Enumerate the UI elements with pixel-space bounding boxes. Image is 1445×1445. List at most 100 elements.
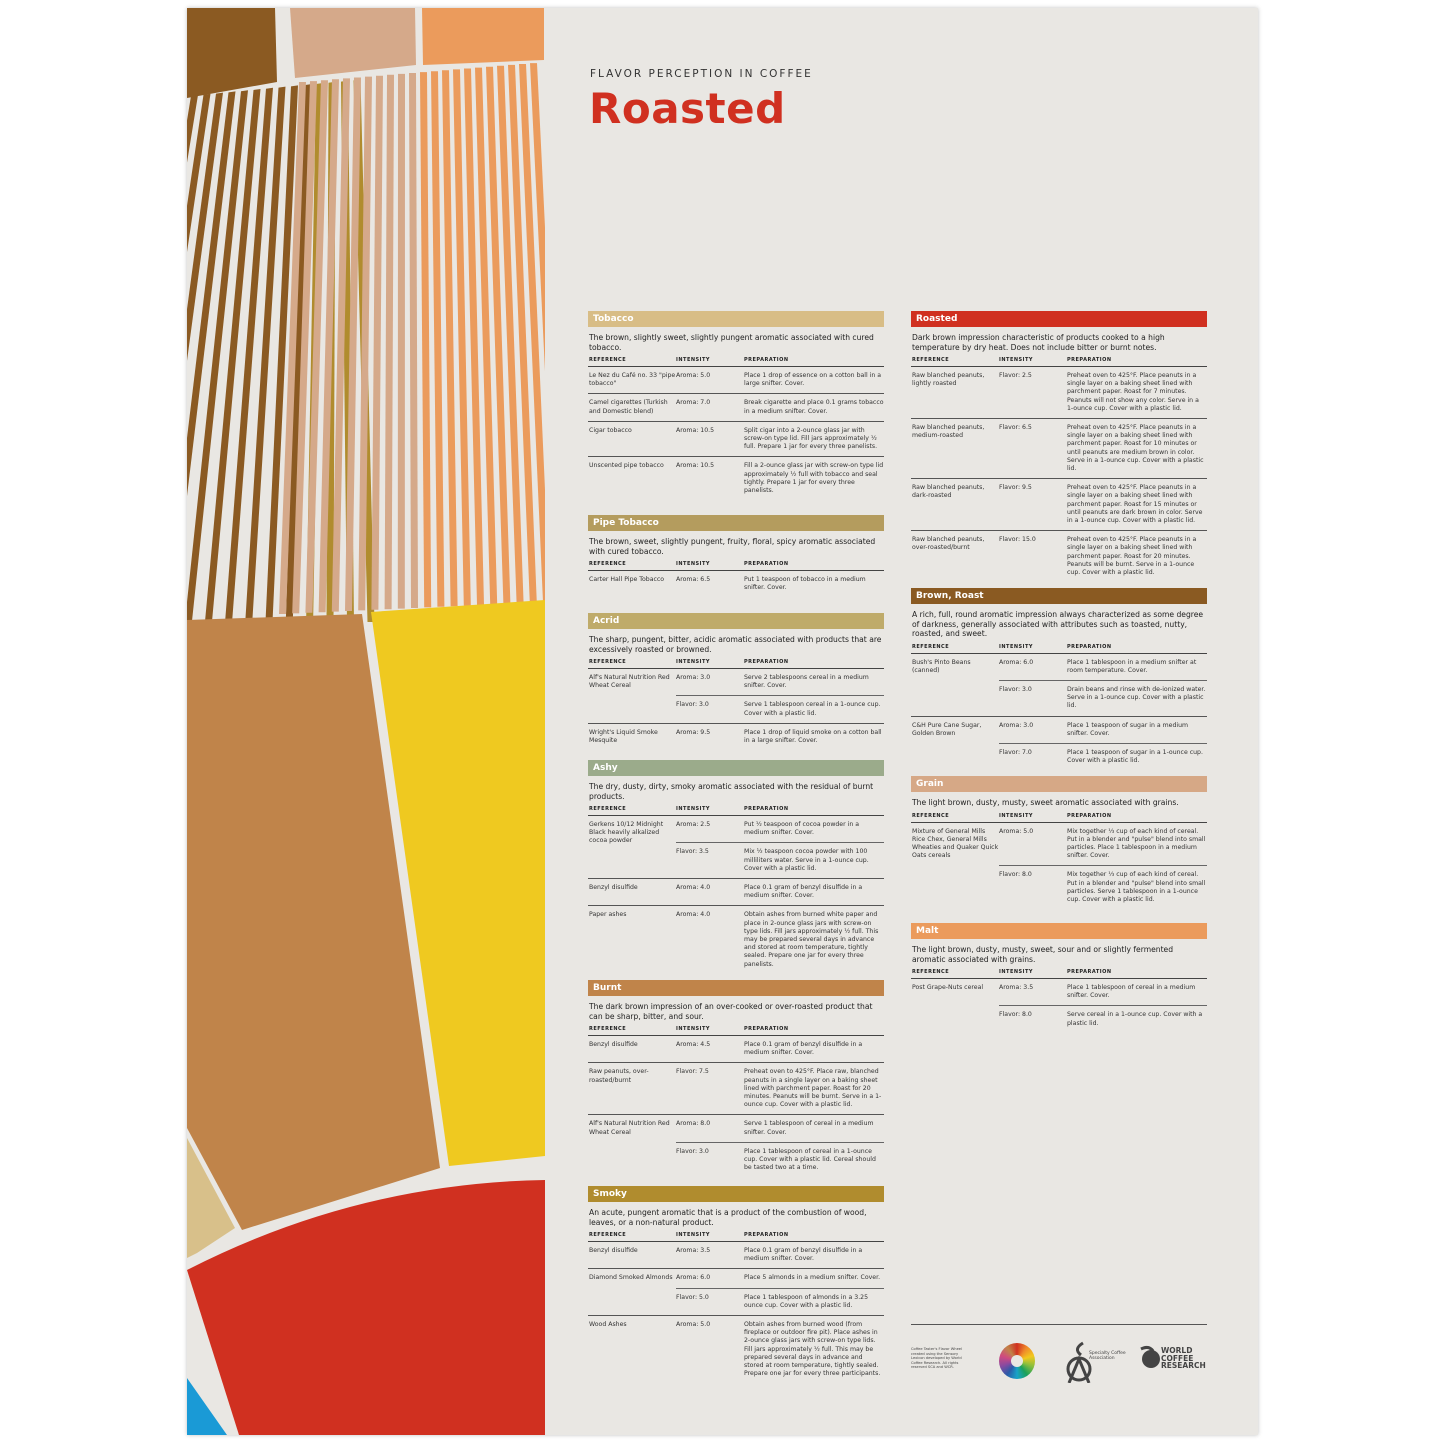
preparation-cell: Place 1 tablespoon of cereal in a 1-ounc… [744,1147,876,1172]
col-preparation: PREPARATION [744,659,789,665]
section-header: Pipe Tobacco [588,515,884,531]
table-row: Benzyl disulfide Aroma: 3.5 Place 0.1 gr… [588,1242,884,1270]
table-row: Bush's Pinto Beans (canned) Aroma: 6.0 P… [911,654,1207,717]
intensity-cell: Flavor: 15.0 [999,536,1036,544]
preparation-cell: Preheat oven to 425°F. Place peanuts in … [1067,484,1203,525]
preparation-cell: Preheat oven to 425°F. Place peanuts in … [1067,424,1204,473]
table-row: C&H Pure Cane Sugar, Golden Brown Aroma:… [911,717,1207,771]
table-row: Carter Hall Pipe Tobacco Aroma: 6.5 Put … [588,571,884,597]
section-ashy: Ashy The dry, dusty, dirty, smoky aromat… [588,760,884,974]
intensity-entry: Aroma: 3.5 Place 1 tablespoon of cereal … [999,979,1207,1005]
intensity-entry: Flavor: 7.0 Place 1 teaspoon of sugar in… [999,742,1207,770]
art-block-blue [187,1378,227,1435]
col-reference: REFERENCE [589,806,627,812]
intensity-entry: Aroma: 4.0 Obtain ashes from burned whit… [676,906,884,973]
intensity-cell: Aroma: 5.0 [676,1321,711,1329]
table-row: Alf's Natural Nutrition Red Wheat Cereal… [588,1115,884,1177]
wcr-logo-icon [1140,1345,1160,1368]
preparation-cell: Split cigar into a 2-ounce glass jar wit… [744,426,878,451]
art-stripe [187,92,223,361]
intensity-cell: Aroma: 4.0 [676,911,711,919]
section-description: An acute, pungent aromatic that is a pro… [589,1208,867,1227]
col-reference: REFERENCE [589,659,627,665]
intensity-entry: Flavor: 3.0 Serve 1 tablespoon cereal in… [676,695,884,722]
intensity-entry: Aroma: 6.0 Place 5 almonds in a medium s… [676,1269,884,1287]
preparation-cell: Obtain ashes from burned wood (from fire… [744,1321,881,1378]
table-row: Le Nez du Café no. 33 "pipe tobacco" Aro… [588,367,884,395]
art-block-dark-brown [187,8,277,98]
preparation-cell: Place 1 drop of essence on a cotton ball… [744,372,882,388]
preparation-cell: Serve 1 tablespoon of cereal in a medium… [744,1120,874,1136]
wcr-logo-text: WORLD COFFEE RESEARCH [1161,1347,1207,1370]
preparation-cell: Place 1 tablespoon of cereal in a medium… [1067,984,1196,1000]
table-row: Gerkens 10/12 Midnight Black heavily alk… [588,816,884,880]
intensity-cell: Flavor: 9.5 [999,484,1032,492]
reference-cell: Paper ashes [589,911,627,919]
intensity-cell: Aroma: 3.5 [999,984,1034,991]
intensity-cell: Aroma: 6.5 [676,576,711,583]
col-intensity: INTENSITY [999,969,1034,975]
preparation-cell: Mix together ⅓ cup of each kind of cerea… [1067,827,1206,860]
section-tobacco: Tobacco The brown, slightly sweet, sligh… [588,311,884,500]
section-pipe-tobacco: Pipe Tobacco The brown, sweet, slightly … [588,515,884,597]
intensity-entry: Aroma: 6.5 Put 1 teaspoon of tobacco in … [676,571,884,597]
preparation-cell: Place 1 drop of liquid smoke on a cotton… [744,728,882,745]
intensity-cell: Aroma: 3.0 [999,721,1034,729]
wcr-text: WORLD COFFEE RESEARCH [1161,1346,1206,1370]
intensity-cell: Aroma: 10.5 [676,426,715,434]
art-stripe [431,71,445,607]
art-stripe [331,78,350,612]
table-row: Benzyl disulfide Aroma: 4.0 Place 0.1 gr… [588,879,884,907]
preparation-cell: Place 0.1 gram of benzyl disulfide in a … [744,1247,863,1263]
reference-cell: Raw peanuts, over-roasted/burnt [589,1068,649,1084]
table-row: Raw blanched peanuts, over-roasted/burnt… [911,531,1207,582]
intensity-cell: Flavor: 7.0 [999,748,1032,756]
footer-note: Coffee Taster's Flavor Wheel created usi… [911,1347,962,1370]
art-stripe [464,68,484,605]
intensity-cell: Aroma: 2.5 [676,821,711,828]
intensity-cell: Flavor: 8.0 [999,1011,1032,1019]
reference-cell: Mixture of General Mills Rice Chex, Gene… [912,827,999,860]
intensity-entry: Aroma: 4.0 Place 0.1 gram of benzyl disu… [676,879,884,905]
intensity-entry: Flavor: 7.5 Preheat oven to 425°F. Place… [676,1063,884,1114]
preparation-cell: Preheat oven to 425°F. Place raw, blanch… [744,1068,882,1109]
intensity-entry: Aroma: 5.0 Place 1 drop of essence on a … [676,367,884,393]
reference-cell: Benzyl disulfide [589,1041,638,1048]
art-stripe [409,73,418,608]
intensity-entry: Aroma: 3.0 Serve 2 tablespoons cereal in… [676,669,884,695]
col-preparation: PREPARATION [1067,812,1112,819]
poster-eyebrow: FLAVOR PERCEPTION IN COFFEE [590,68,813,80]
col-intensity: INTENSITY [676,357,711,363]
intensity-entry: Aroma: 6.0 Place 1 tablespoon in a mediu… [999,654,1207,680]
reference-cell: Raw blanched peanuts, lightly roasted [912,372,985,388]
reference-cell: Alf's Natural Nutrition Red Wheat Cereal [589,674,670,690]
reference-cell: Benzyl disulfide [589,1247,638,1254]
reference-cell: Wright's Liquid Smoke Mesquite [589,728,658,745]
preparation-cell: Preheat oven to 425°F. Place peanuts in … [1067,536,1197,577]
art-stripe [265,85,298,632]
table-row: Diamond Smoked Almonds Aroma: 6.0 Place … [588,1269,884,1317]
section-header: Ashy [588,760,884,776]
section-roasted: Roasted Dark brown impression characteri… [911,311,1207,582]
intensity-cell: Aroma: 5.0 [676,372,711,379]
col-preparation: PREPARATION [1067,969,1112,975]
col-intensity: INTENSITY [676,1026,711,1032]
art-stripe [285,84,311,630]
art-stripe [187,91,236,497]
intensity-entry: Flavor: 2.5 Preheat oven to 425°F. Place… [999,367,1207,418]
reference-cell: Alf's Natural Nutrition Red Wheat Cereal [589,1120,670,1136]
intensity-cell: Aroma: 6.0 [676,1274,711,1282]
poster: FLAVOR PERCEPTION IN COFFEE Roasted Toba… [187,8,1258,1435]
table-row: Wright's Liquid Smoke Mesquite Aroma: 9.… [588,724,884,750]
section-description: The sharp, pungent, bitter, acidic aroma… [589,635,882,654]
art-block-yellow [371,600,545,1166]
reference-cell: Cigar tobacco [589,426,632,434]
table-row: Cigar tobacco Aroma: 10.5 Split cigar in… [588,422,884,458]
preparation-cell: Break cigarette and place 0.1 grams toba… [744,399,884,415]
intensity-entry: Flavor: 3.0 Drain beans and rinse with d… [999,679,1207,716]
intensity-cell: Flavor: 3.0 [676,701,709,709]
section-header: Malt [911,923,1207,939]
table-row: Post Grape-Nuts cereal Aroma: 3.5 Place … [911,979,1207,1033]
section-header: Grain [911,776,1207,792]
reference-cell: C&H Pure Cane Sugar, Golden Brown [912,721,982,737]
